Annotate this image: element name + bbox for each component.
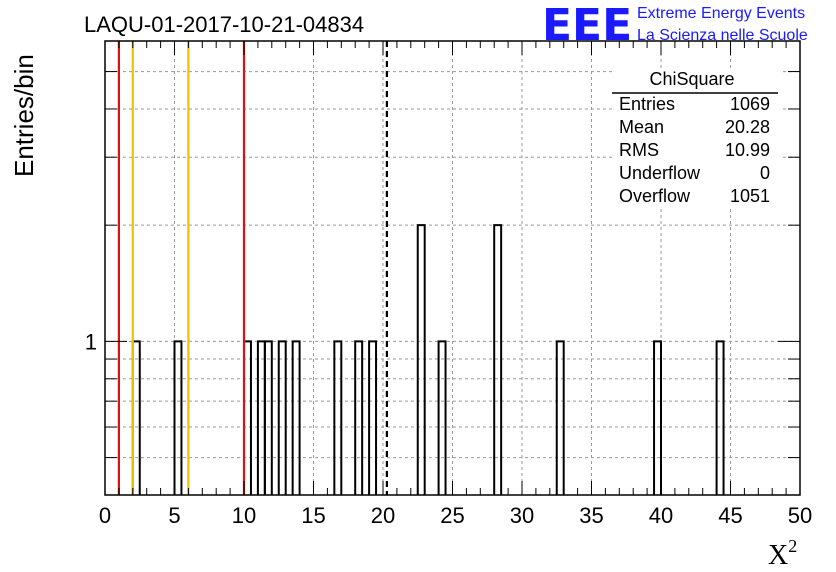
stats-row-label: Underflow [619,163,701,183]
marker-lines [117,41,388,495]
histogram-bin [173,340,183,495]
eee-logo: EEE Extreme Energy Events La Scienza nel… [542,0,808,51]
y-tick-labels: 1 [85,329,97,354]
x-tick-label: 25 [440,503,464,528]
chart-title: LAQU-01-2017-10-21-04834 [84,12,364,37]
stats-row-value: 0 [760,163,770,183]
logo-mark: EEE [542,0,632,51]
histogram-bin [333,340,343,495]
histogram-bin [493,224,503,495]
x-tick-labels: 0 5 10 15 20 25 30 35 40 45 50 [99,503,812,528]
histogram-bin [354,340,364,495]
x-tick-label: 20 [371,503,395,528]
stats-row-value: 1051 [730,186,770,206]
stats-row-value: 10.99 [725,140,770,160]
logo-line-2: La Scienza nelle Scuole [637,27,808,44]
stats-row-label: Mean [619,117,664,137]
histogram-bin [256,340,266,495]
y-axis-title: Entries/bin [9,54,39,177]
stats-row-value: 20.28 [725,117,770,137]
histogram-bin [416,224,426,495]
stats-box-background [612,68,782,208]
histogram-bin [555,340,565,495]
x-axis-title-superscript: 2 [788,536,797,556]
stats-rows: Entries 1069 Mean 20.28 RMS 10.99 Underflow 0 Ov… [619,94,770,206]
x-tick-label: 45 [718,503,742,528]
histogram-bin [653,340,662,495]
x-tick-label: 15 [301,503,325,528]
stats-box: ChiSquare Entries 1069 Mean 20.28 RMS 10.99 Un… [612,68,782,208]
stats-row-label: Entries [619,94,675,114]
x-tick-label: 35 [579,503,603,528]
x-tick-label: 10 [232,503,256,528]
axis-ticks [104,41,801,495]
x-tick-label: 30 [510,503,534,528]
x-axis-title-base: X [768,540,788,571]
histogram-bin [368,340,378,495]
x-axis-title: X2 [768,536,797,571]
stats-row-label: Overflow [619,186,691,206]
histogram-bin [277,340,287,495]
x-tick-label: 40 [649,503,673,528]
logo-line-1: Extreme Energy Events [637,5,805,22]
histogram-bin [437,340,447,495]
histogram-bin [291,340,301,495]
x-tick-label: 0 [99,503,111,528]
stats-row-value: 1069 [730,94,770,114]
stats-title: ChiSquare [649,69,734,89]
histogram-bin [263,340,273,495]
histogram-bars [131,224,725,495]
x-tick-label: 50 [788,503,812,528]
stats-row-label: RMS [619,140,659,160]
histogram-bin [715,340,725,495]
y-tick-label: 1 [85,329,97,354]
x-tick-label: 5 [168,503,180,528]
